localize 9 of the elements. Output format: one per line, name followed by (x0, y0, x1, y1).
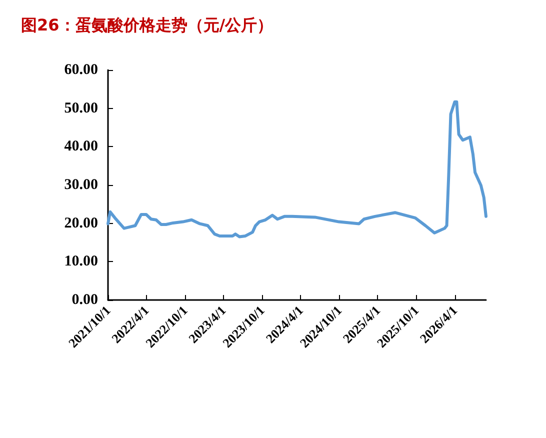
y-tick-label: 30.00 (64, 177, 98, 193)
y-tick-label: 10.00 (64, 254, 98, 270)
y-tick-label: 0.00 (72, 292, 98, 308)
y-tick-label: 60.00 (64, 62, 98, 78)
y-tick-label: 50.00 (64, 100, 98, 116)
y-tick-label: 20.00 (64, 215, 98, 232)
line-series (106, 100, 488, 238)
chart-title: 图26：蛋氨酸价格走势（元/公斤） (21, 16, 274, 34)
y-tick-label: 40.00 (64, 138, 98, 155)
